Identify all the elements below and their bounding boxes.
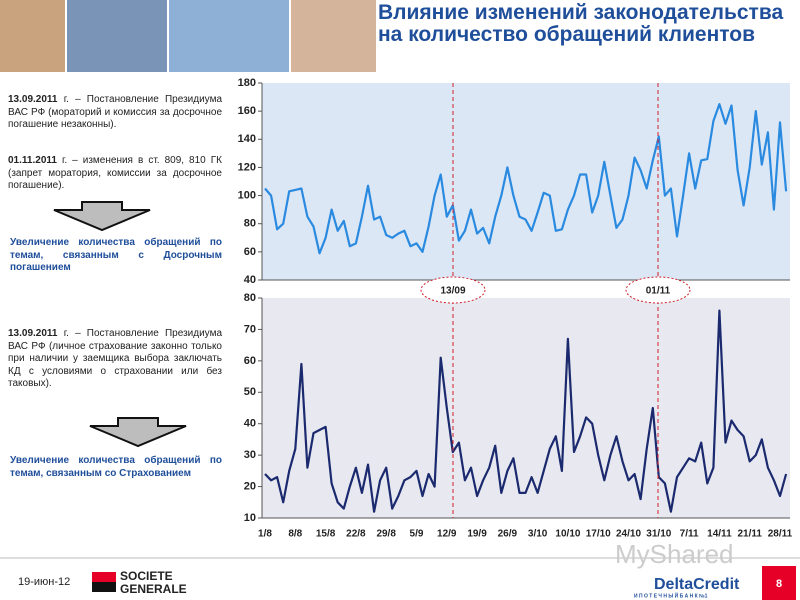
logo-mark: [92, 572, 116, 582]
y-tick-label: 40: [244, 418, 256, 430]
x-tick-label: 29/8: [376, 529, 396, 540]
page-box: [762, 566, 796, 600]
x-tick-label: 10/10: [555, 529, 580, 540]
x-tick-label: 5/9: [410, 529, 424, 540]
logo-text: GENERALE: [120, 582, 187, 596]
x-tick-label: 26/9: [498, 529, 518, 540]
logo-text: DeltaCredit: [654, 576, 740, 593]
x-tick-label: 24/10: [616, 529, 641, 540]
y-tick-label: 20: [244, 480, 256, 492]
event-label: 01/11: [646, 286, 671, 297]
y-tick-label: 30: [244, 449, 256, 461]
logo-text: SOCIETE: [120, 569, 173, 583]
y-tick-label: 100: [238, 189, 256, 201]
x-tick-label: 7/11: [680, 529, 699, 540]
x-tick-label: 22/8: [346, 529, 366, 540]
y-tick-label: 60: [244, 355, 256, 367]
photo: [67, 0, 167, 72]
x-tick-label: 28/11: [768, 529, 793, 540]
photo: [169, 0, 289, 72]
photo: [0, 0, 65, 72]
line: [264, 309, 788, 513]
result: Увеличение количества обращений по темам…: [10, 455, 222, 479]
line: [264, 103, 788, 255]
y-tick-label: 70: [244, 323, 256, 335]
x-tick-label: 3/10: [528, 529, 548, 540]
x-tick-label: 12/9: [437, 529, 457, 540]
x-tick-label: 17/10: [586, 529, 611, 540]
photo: [291, 0, 376, 72]
date: 13.09.2011: [8, 94, 58, 105]
x-tick-label: 19/9: [467, 529, 487, 540]
title: Влияние изменений законодательства на ко…: [378, 1, 784, 46]
text-block: 01.11.2011 г. – изменения в ст. 809, 810…: [8, 155, 222, 193]
date: 01.11.2011: [8, 155, 57, 166]
x-tick-label: 8/8: [288, 529, 302, 540]
plot-bg: [262, 298, 790, 518]
x-tick-label: 21/11: [737, 529, 762, 540]
date: 19-июн-12: [18, 576, 70, 588]
event-bubble: [420, 276, 486, 304]
result: Увеличение количества обращений по темам…: [10, 237, 222, 273]
arrow: [89, 417, 187, 448]
y-tick-label: 40: [244, 274, 256, 286]
text-block: 13.09.2011 г. – Постановление Президиума…: [8, 328, 222, 391]
text-block: 13.09.2011 г. – Постановление Президиума…: [8, 94, 222, 132]
arrow: [53, 201, 151, 232]
x-tick-label: 1/8: [258, 529, 272, 540]
y-tick-label: 50: [244, 386, 256, 398]
y-tick-label: 60: [244, 246, 256, 258]
logo-sub: И П О Т Е Ч Н Ы Й Б А Н К №1: [634, 591, 708, 599]
x-tick-label: 15/8: [316, 529, 336, 540]
y-tick-label: 10: [244, 512, 256, 524]
text: г. – Постановление Президиума ВАС РФ (ли…: [8, 328, 223, 389]
y-tick-label: 80: [244, 292, 256, 304]
watermark: MyShared: [615, 539, 734, 569]
x-tick-label: 14/11: [707, 529, 732, 540]
plot-bg: [262, 83, 790, 280]
event-label: 13/09: [440, 286, 465, 297]
y-tick-label: 180: [238, 77, 256, 89]
y-tick-label: 160: [238, 105, 256, 117]
page-number: 8: [776, 578, 782, 590]
y-tick-label: 140: [238, 133, 256, 145]
date: 13.09.2011: [8, 328, 58, 339]
x-tick-label: 31/10: [646, 529, 671, 540]
text: г. – Постановление Президиума ВАС РФ (мо…: [8, 94, 223, 130]
event-bubble: [625, 276, 691, 304]
y-tick-label: 80: [244, 218, 256, 230]
text: г. – изменения в ст. 809, 810 ГК (запрет…: [8, 155, 222, 191]
y-tick-label: 120: [238, 161, 256, 173]
